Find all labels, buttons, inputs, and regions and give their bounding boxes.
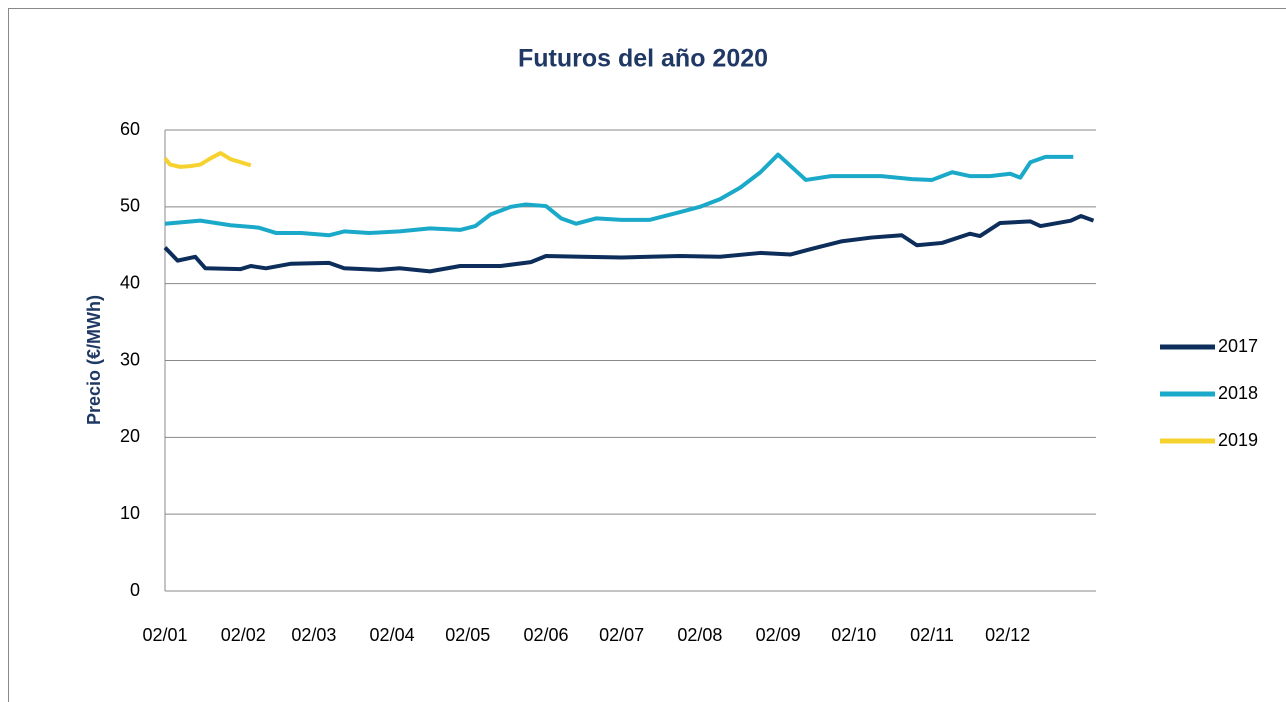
x-tick-label: 02/05	[445, 625, 490, 645]
chart-title: Futuros del año 2020	[518, 45, 768, 73]
x-tick-label: 02/04	[370, 625, 415, 645]
series-line	[163, 214, 1095, 274]
x-tick-label: 02/01	[142, 625, 187, 645]
y-tick-label: 10	[120, 503, 140, 523]
x-tick-label: 02/06	[523, 625, 568, 645]
x-tick-label: 02/09	[756, 625, 801, 645]
y-tick-label: 0	[130, 580, 140, 600]
y-tick-label: 40	[120, 272, 140, 292]
x-tick-label: 02/03	[291, 625, 336, 645]
x-tick-label: 02/02	[221, 625, 266, 645]
y-tick-label: 60	[120, 119, 140, 139]
series-line	[163, 151, 252, 169]
legend-label: 2017	[1218, 336, 1258, 356]
x-tick-label: 02/08	[677, 625, 722, 645]
legend-label: 2019	[1218, 430, 1258, 450]
x-tick-label: 02/12	[985, 625, 1030, 645]
x-tick-label: 02/11	[910, 625, 954, 645]
y-tick-label: 50	[120, 196, 140, 216]
y-axis-label: Precio (€/MWh)	[84, 295, 104, 425]
chart-border	[8, 8, 1286, 702]
series-line	[164, 152, 1074, 238]
legend-label: 2018	[1218, 383, 1258, 403]
y-tick-label: 30	[120, 349, 140, 369]
x-tick-label: 02/10	[831, 625, 876, 645]
x-tick-label: 02/07	[599, 625, 644, 645]
y-tick-label: 20	[120, 426, 140, 446]
